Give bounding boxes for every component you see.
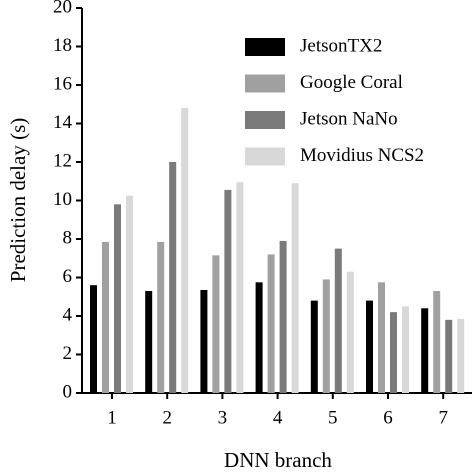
bar	[114, 204, 121, 393]
y-tick-label: 20	[53, 0, 72, 17]
x-tick-label: 4	[273, 407, 283, 428]
y-tick-label: 16	[53, 73, 72, 94]
y-tick-label: 18	[53, 35, 72, 56]
bar	[181, 108, 189, 393]
legend-swatch	[245, 147, 285, 166]
y-tick-label: 6	[63, 266, 73, 287]
legend-swatch	[245, 74, 285, 93]
bar	[255, 282, 263, 393]
bar	[310, 300, 318, 393]
legend-swatch	[245, 111, 285, 129]
bar	[279, 240, 287, 393]
bar	[390, 312, 397, 393]
y-tick-label: 10	[53, 189, 72, 210]
x-tick-label: 5	[328, 407, 338, 428]
bar	[126, 195, 133, 393]
bar	[102, 241, 109, 393]
bar	[433, 290, 441, 393]
y-axis-label: Prediction delay (s)	[6, 118, 30, 282]
bar	[145, 290, 153, 393]
bar	[445, 319, 453, 393]
y-tick-label: 0	[63, 381, 73, 402]
legend-label: Movidius NCS2	[300, 145, 424, 166]
legend-swatch	[245, 38, 285, 56]
bar	[224, 189, 232, 393]
x-axis-label: DNN branch	[224, 448, 332, 472]
bar	[402, 306, 409, 393]
bar	[212, 255, 220, 393]
bar	[334, 248, 342, 393]
legend-label: Google Coral	[300, 72, 403, 93]
bar	[322, 279, 330, 393]
bar	[267, 254, 275, 393]
bar	[169, 162, 177, 393]
y-tick-label: 12	[53, 150, 72, 171]
y-tick-label: 8	[63, 227, 73, 248]
x-tick-label: 7	[438, 407, 448, 428]
x-tick-label: 3	[218, 407, 228, 428]
x-tick-label: 1	[107, 407, 117, 428]
x-tick-label: 2	[162, 407, 172, 428]
bar	[291, 183, 299, 393]
legend-label: Jetson NaNo	[300, 108, 398, 129]
bar	[421, 308, 429, 393]
bar	[157, 241, 165, 393]
y-tick-label: 2	[63, 343, 73, 364]
bar	[378, 282, 385, 393]
legend-label: JetsonTX2	[300, 35, 382, 56]
bar	[200, 290, 208, 393]
bar	[90, 285, 97, 393]
y-tick-label: 4	[63, 304, 73, 325]
bar	[236, 182, 244, 393]
x-tick-label: 6	[383, 407, 393, 428]
y-tick-label: 14	[53, 112, 73, 133]
bar	[366, 300, 373, 393]
bar	[457, 318, 465, 393]
bar	[346, 271, 354, 393]
